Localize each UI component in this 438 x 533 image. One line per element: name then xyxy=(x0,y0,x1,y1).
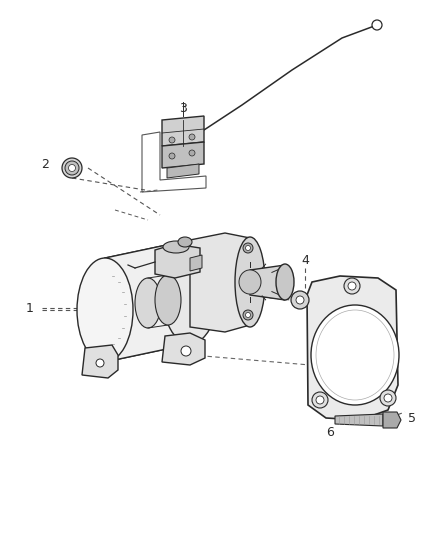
Ellipse shape xyxy=(311,305,399,405)
Polygon shape xyxy=(307,276,398,420)
Circle shape xyxy=(243,243,253,253)
Polygon shape xyxy=(162,142,204,168)
Circle shape xyxy=(243,310,253,320)
Circle shape xyxy=(189,150,195,156)
Ellipse shape xyxy=(77,258,133,362)
Circle shape xyxy=(380,390,396,406)
Polygon shape xyxy=(250,265,285,300)
Circle shape xyxy=(348,282,356,290)
Circle shape xyxy=(181,346,191,356)
Ellipse shape xyxy=(296,296,304,304)
Circle shape xyxy=(246,246,251,251)
Ellipse shape xyxy=(291,291,309,309)
Text: 3: 3 xyxy=(179,101,187,115)
Ellipse shape xyxy=(155,275,181,325)
Circle shape xyxy=(246,312,251,318)
Polygon shape xyxy=(155,244,200,278)
Circle shape xyxy=(169,153,175,159)
Ellipse shape xyxy=(239,270,261,294)
Text: 1: 1 xyxy=(26,302,34,314)
Ellipse shape xyxy=(276,264,294,300)
Circle shape xyxy=(169,137,175,143)
Text: 2: 2 xyxy=(41,158,49,172)
Polygon shape xyxy=(190,255,202,271)
Polygon shape xyxy=(167,164,199,178)
Ellipse shape xyxy=(62,158,82,178)
Text: 6: 6 xyxy=(326,425,334,439)
Text: 5: 5 xyxy=(408,411,416,424)
Ellipse shape xyxy=(178,237,192,247)
Polygon shape xyxy=(162,116,204,146)
Ellipse shape xyxy=(235,237,265,327)
Polygon shape xyxy=(190,233,250,332)
Text: 4: 4 xyxy=(301,254,309,266)
Ellipse shape xyxy=(163,241,189,253)
Circle shape xyxy=(312,392,328,408)
Circle shape xyxy=(344,278,360,294)
Ellipse shape xyxy=(135,278,161,328)
Ellipse shape xyxy=(65,161,79,175)
Circle shape xyxy=(189,134,195,140)
Ellipse shape xyxy=(162,240,218,344)
Polygon shape xyxy=(383,412,401,428)
Polygon shape xyxy=(105,240,190,362)
Polygon shape xyxy=(82,345,118,378)
Polygon shape xyxy=(162,333,205,365)
Polygon shape xyxy=(335,414,383,426)
Circle shape xyxy=(316,396,324,404)
Ellipse shape xyxy=(68,165,75,172)
Circle shape xyxy=(372,20,382,30)
Circle shape xyxy=(384,394,392,402)
Circle shape xyxy=(96,359,104,367)
